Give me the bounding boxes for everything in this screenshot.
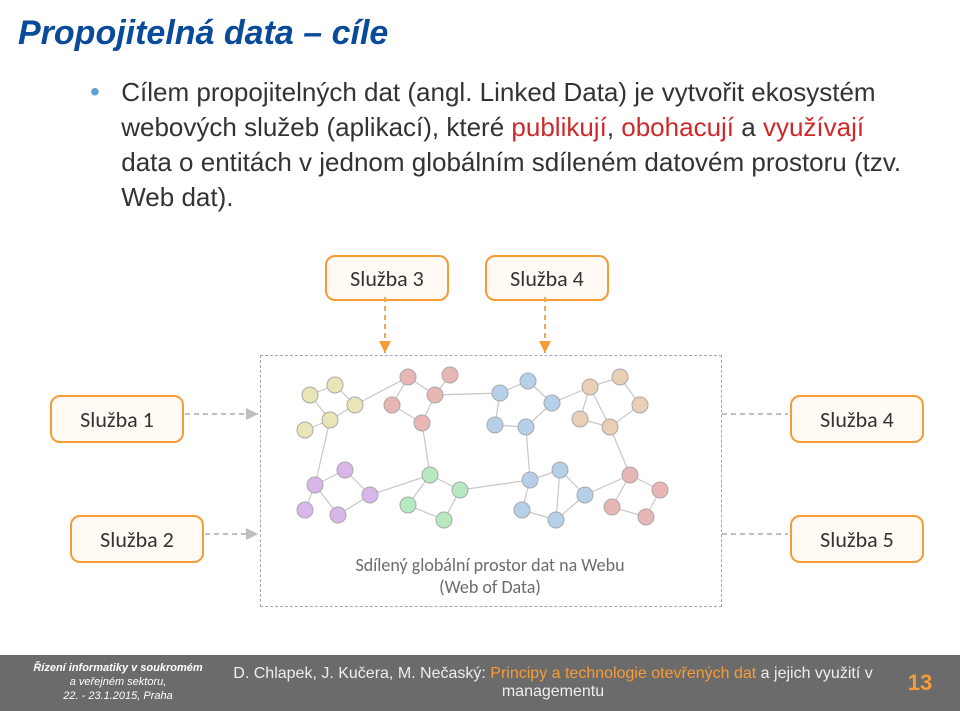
- bullet-red-1: publikují: [511, 112, 606, 142]
- footer-left-l3: 22. - 23.1.2015, Praha: [10, 690, 226, 704]
- bullet-text: Cílem propojitelných dat (angl. Linked D…: [121, 75, 901, 215]
- bullet-block: • Cílem propojitelných dat (angl. Linked…: [90, 75, 910, 215]
- bullet-dot: •: [90, 75, 114, 109]
- page-number: 13: [880, 670, 960, 696]
- diagram-area: Služba 3 Služba 4 Služba 1 Služba 2 Služ…: [30, 255, 930, 655]
- footer-left-l2: a veřejném sektoru,: [10, 676, 226, 690]
- slide-title: Propojitelná data – cíle: [18, 14, 388, 53]
- global-box-caption: Sdílený globální prostor dat na Webu (We…: [320, 555, 660, 598]
- caption-line-2: (Web of Data): [439, 576, 541, 598]
- bullet-red-3: využívají: [763, 112, 864, 142]
- footer-bar: Řízení informatiky v soukromém a veřejné…: [0, 655, 960, 711]
- footer-center: D. Chlapek, J. Kučera, M. Nečaský: Princ…: [226, 665, 880, 701]
- footer-left-l1: Řízení informatiky v soukromém: [10, 662, 226, 676]
- footer-left: Řízení informatiky v soukromém a veřejné…: [0, 662, 226, 703]
- bullet-red-2: obohacují: [621, 112, 734, 142]
- footer-center-pre: D. Chlapek, J. Kučera, M. Nečaský:: [233, 665, 490, 682]
- bullet-mid2: a: [734, 112, 763, 142]
- caption-line-1: Sdílený globální prostor dat na Webu: [355, 554, 624, 576]
- bullet-post: data o entitách v jednom globálním sdíle…: [121, 147, 901, 212]
- bullet-mid1: ,: [607, 112, 621, 142]
- footer-center-orange: Principy a technologie otevřených dat: [490, 665, 756, 682]
